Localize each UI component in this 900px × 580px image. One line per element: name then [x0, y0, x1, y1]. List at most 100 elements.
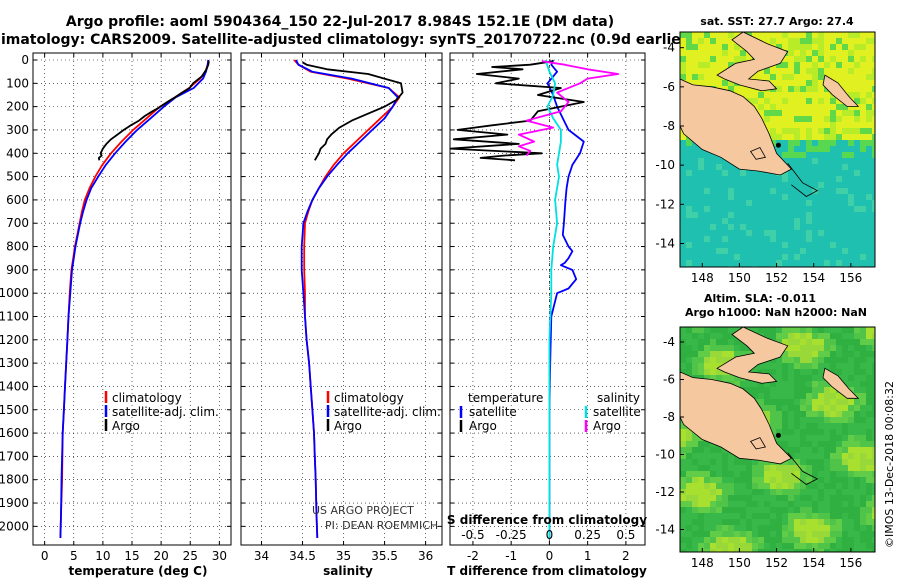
map-cell: [812, 74, 818, 80]
map-cell: [860, 453, 866, 459]
map-cell: [824, 158, 830, 164]
map-cell: [854, 345, 860, 351]
map-cell: [812, 339, 818, 345]
map-cell: [746, 212, 752, 218]
map-cell: [824, 441, 830, 447]
map-cell: [824, 519, 830, 525]
map-cell: [800, 128, 806, 134]
map-cell: [794, 525, 800, 531]
map-cell: [836, 134, 842, 140]
map-cell: [752, 381, 758, 387]
map-cell: [776, 471, 782, 477]
map-cell: [836, 441, 842, 447]
map-cell: [770, 543, 776, 549]
map-cell: [818, 447, 824, 453]
map-cell: [758, 68, 764, 74]
map-cell: [704, 525, 710, 531]
map-cell: [746, 92, 752, 98]
map-land-new-britain: [716, 32, 789, 92]
map-cell: [776, 212, 782, 218]
map-cell: [698, 345, 704, 351]
map-cell: [734, 375, 740, 381]
map-cell: [770, 513, 776, 519]
map-cell: [830, 525, 836, 531]
map-cell: [866, 140, 872, 146]
map-cell: [758, 218, 764, 224]
map-cell: [842, 212, 848, 218]
map-cell: [830, 62, 836, 68]
map-cell: [818, 393, 824, 399]
map-cell: [728, 176, 734, 182]
depth-tick-label: 0: [21, 53, 29, 67]
sst-map: [680, 32, 875, 267]
map-cell: [686, 38, 692, 44]
map-cell: [830, 50, 836, 56]
map-cell: [752, 537, 758, 543]
map-cell: [812, 327, 818, 333]
map-cell: [842, 80, 848, 86]
map-cell: [710, 50, 716, 56]
map-cell: [740, 224, 746, 230]
map-cell: [704, 357, 710, 363]
map-cell: [788, 345, 794, 351]
map-cell: [818, 152, 824, 158]
map-cell: [686, 242, 692, 248]
map-cell: [860, 513, 866, 519]
map-cell: [716, 80, 722, 86]
map-cell: [860, 399, 866, 405]
map-cell: [854, 128, 860, 134]
map-cell: [680, 435, 686, 441]
map-cell: [830, 537, 836, 543]
map-cell: [698, 158, 704, 164]
temperature-lines: [59, 59, 210, 539]
map-cell: [686, 543, 692, 549]
map-cell: [776, 182, 782, 188]
map-cell: [866, 206, 872, 212]
map-cell: [836, 471, 842, 477]
depth-tick-label: 700: [6, 216, 29, 230]
map-cell: [758, 507, 764, 513]
map-cell: [782, 62, 788, 68]
map-cell: [782, 104, 788, 110]
map-cell: [860, 339, 866, 345]
map-cell: [692, 74, 698, 80]
map-cell: [734, 182, 740, 188]
map-cell: [728, 513, 734, 519]
map-cell: [818, 92, 824, 98]
map-cell: [872, 435, 875, 441]
map-cell: [830, 116, 836, 122]
map-cell: [752, 74, 758, 80]
map-cell: [758, 483, 764, 489]
map-cell: [740, 345, 746, 351]
map-cell: [824, 56, 830, 62]
map-cell: [734, 537, 740, 543]
map-cell: [842, 236, 848, 242]
map-cell: [776, 92, 782, 98]
map-cell: [692, 549, 698, 552]
map-cell: [746, 543, 752, 549]
map-cell: [854, 62, 860, 68]
map-cell: [788, 104, 794, 110]
map-cell: [818, 399, 824, 405]
map-cell: [872, 411, 875, 417]
map-cell: [770, 110, 776, 116]
map-cell: [806, 423, 812, 429]
map-cell: [728, 236, 734, 242]
map-cell: [854, 333, 860, 339]
map-cell: [848, 86, 854, 92]
map-cell: [704, 242, 710, 248]
map-cell: [764, 176, 770, 182]
map-cell: [746, 224, 752, 230]
map-cell: [770, 501, 776, 507]
map-cell: [728, 531, 734, 537]
map-cell: [812, 152, 818, 158]
map-cell: [854, 489, 860, 495]
map-cell: [680, 501, 686, 507]
map-cell: [836, 158, 842, 164]
map-cell: [782, 417, 788, 423]
map-cell: [788, 146, 794, 152]
map-cell: [848, 182, 854, 188]
map-cell: [866, 519, 872, 525]
map-cell: [794, 375, 800, 381]
map-cell: [866, 104, 872, 110]
